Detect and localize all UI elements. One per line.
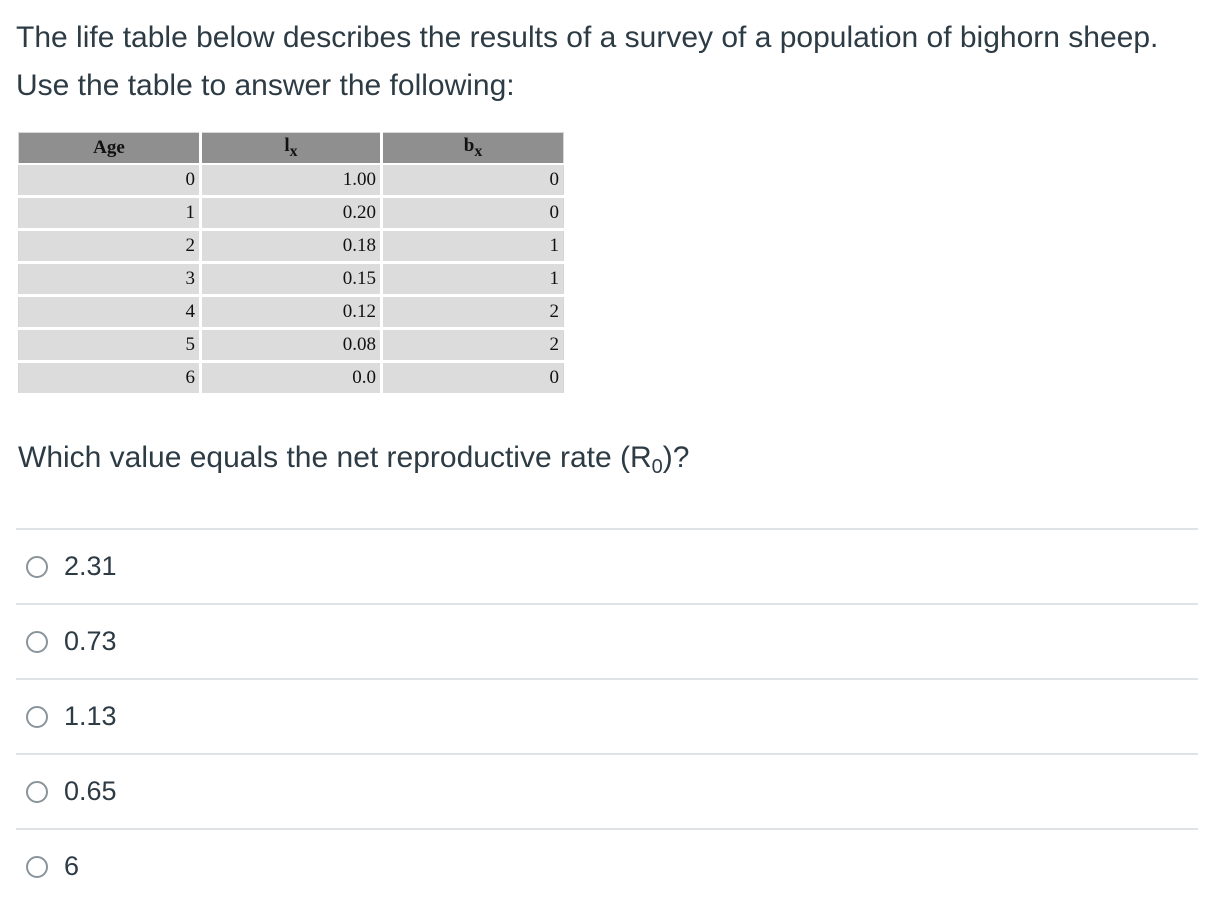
cell-lx: 0.0 <box>200 361 383 396</box>
cell-bx: 1 <box>381 229 564 264</box>
question-prompt-subscript: 0 <box>651 456 663 478</box>
cell-bx: 0 <box>381 164 564 198</box>
header-bx-sub: x <box>474 142 483 160</box>
header-bx-base: b <box>463 135 475 157</box>
header-lx-sub: x <box>289 142 298 160</box>
cell-bx: 2 <box>381 328 564 363</box>
table-row: 6 0.0 0 <box>18 361 564 396</box>
header-lx: lx <box>200 132 383 165</box>
header-lx-base: l <box>284 135 290 157</box>
radio-button[interactable] <box>26 780 48 803</box>
cell-age: 1 <box>18 196 202 231</box>
answer-option[interactable]: 6 <box>16 828 1198 903</box>
cell-age: 0 <box>18 164 202 198</box>
table-row: 4 0.12 2 <box>18 295 564 330</box>
radio-button[interactable] <box>26 630 48 653</box>
cell-lx: 0.20 <box>200 196 383 231</box>
answer-option[interactable]: 0.73 <box>16 603 1198 678</box>
header-age: Age <box>18 132 202 165</box>
question-prompt: Which value equals the net reproductive … <box>18 436 689 489</box>
answer-list: 2.31 0.73 1.13 0.65 6 <box>16 528 1198 903</box>
cell-age: 6 <box>18 361 202 396</box>
cell-age: 4 <box>18 295 202 330</box>
answer-option[interactable]: 1.13 <box>16 678 1198 753</box>
question-intro: The life table below describes the resul… <box>16 21 1159 102</box>
radio-button[interactable] <box>26 555 48 578</box>
cell-age: 2 <box>18 229 202 264</box>
cell-bx: 0 <box>381 361 564 396</box>
table-row: 1 0.20 0 <box>18 196 564 231</box>
answer-option[interactable]: 0.65 <box>16 753 1198 828</box>
table-row: 2 0.18 1 <box>18 229 564 264</box>
radio-button[interactable] <box>26 705 48 728</box>
cell-age: 3 <box>18 262 202 297</box>
cell-lx: 1.00 <box>200 164 383 198</box>
question-prompt-suffix: )? <box>662 441 690 474</box>
cell-bx: 0 <box>381 196 564 231</box>
header-bx: bx <box>381 132 564 165</box>
answer-label: 0.73 <box>64 626 117 656</box>
answer-option[interactable]: 2.31 <box>16 528 1198 603</box>
answer-label: 2.31 <box>64 551 117 581</box>
life-table: Age lx bx 0 1.00 0 1 0.20 0 2 0.18 1 3 0… <box>18 132 564 396</box>
cell-bx: 2 <box>381 295 564 330</box>
answer-label: 6 <box>64 851 80 881</box>
cell-bx: 1 <box>381 262 564 297</box>
cell-lx: 0.18 <box>200 229 383 264</box>
table-row: 3 0.15 1 <box>18 262 564 297</box>
cell-lx: 0.08 <box>200 328 383 363</box>
question-prompt-prefix: Which value equals the net reproductive … <box>18 441 652 474</box>
table-header-row: Age lx bx <box>18 132 564 165</box>
cell-age: 5 <box>18 328 202 363</box>
cell-lx: 0.12 <box>200 295 383 330</box>
answer-label: 0.65 <box>64 776 117 806</box>
cell-lx: 0.15 <box>200 262 383 297</box>
table-row: 5 0.08 2 <box>18 328 564 363</box>
radio-button[interactable] <box>26 855 48 878</box>
answer-label: 1.13 <box>64 701 117 731</box>
table-row: 0 1.00 0 <box>18 164 564 198</box>
